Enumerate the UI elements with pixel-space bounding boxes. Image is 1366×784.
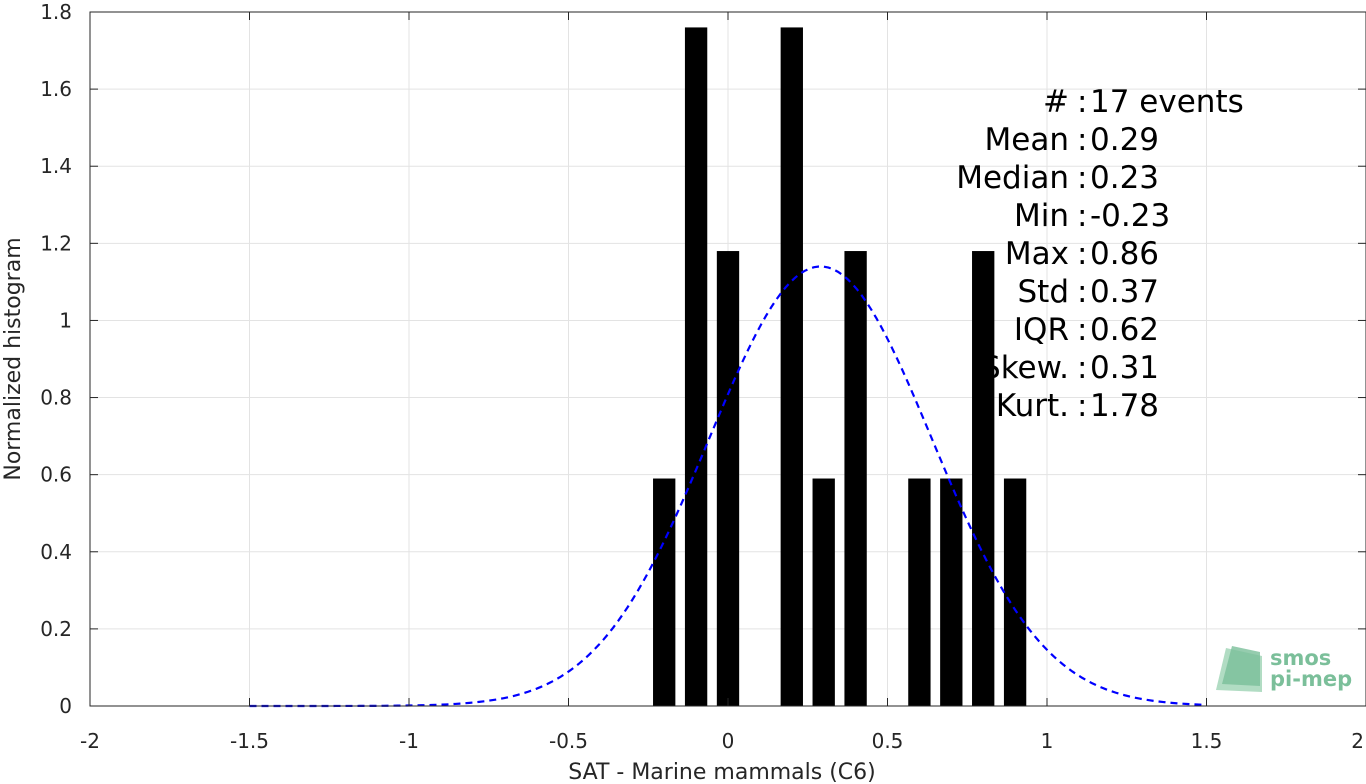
stat-separator: : (1077, 122, 1087, 158)
x-tick-label: -1 (399, 729, 419, 753)
histogram-bar (684, 27, 708, 706)
histogram-bar (780, 27, 803, 706)
y-tick-label: 1.6 (40, 77, 72, 101)
histogram-bar (908, 478, 931, 706)
stat-separator: : (1077, 274, 1087, 310)
smos-pimep-logo: smos pi-mep (1216, 646, 1352, 692)
histogram-bar (812, 478, 835, 706)
stat-separator: : (1077, 198, 1087, 234)
stat-value: 0.86 (1090, 236, 1159, 272)
stat-value: 0.62 (1090, 312, 1159, 348)
stat-label: IQR (1014, 312, 1069, 348)
y-tick-label: 1 (59, 308, 72, 332)
stat-value: 0.31 (1090, 350, 1159, 386)
x-tick-label: 0 (722, 729, 735, 753)
y-tick-label: 0.4 (40, 540, 72, 564)
y-tick-label: 1.4 (40, 154, 72, 178)
stat-label: # (1043, 84, 1069, 120)
x-tick-label: -0.5 (549, 729, 588, 753)
y-tick-label: 1.8 (40, 0, 72, 24)
x-tick-label: 0.5 (872, 729, 904, 753)
histogram-bar (940, 478, 963, 706)
stat-value: 1.78 (1090, 388, 1159, 424)
stat-label: Std (1017, 274, 1069, 310)
stat-value: 0.23 (1090, 160, 1159, 196)
stat-separator: : (1077, 388, 1087, 424)
x-tick-label: -1.5 (230, 729, 269, 753)
logo-line2: pi-mep (1270, 667, 1352, 691)
y-tick-label: 0.6 (40, 463, 72, 487)
stat-value: 0.29 (1090, 122, 1159, 158)
logo-mark-layer-icon (1222, 646, 1260, 686)
histogram-bars (653, 27, 1027, 707)
stat-value: 0.37 (1090, 274, 1159, 310)
y-tick-label: 0.8 (40, 386, 72, 410)
y-axis-label: Normalized histogram (1, 237, 26, 480)
x-tick-label: -2 (80, 729, 100, 753)
stat-label: Min (1014, 198, 1069, 234)
stat-label: Mean (985, 122, 1069, 158)
y-tick-label: 0 (59, 694, 72, 718)
x-tick-labels: -2 -1.5 -1 -0.5 0 0.5 1 1.5 2 (80, 729, 1364, 753)
histogram-bar (1003, 478, 1027, 706)
y-tick-label: 0.2 (40, 617, 72, 641)
y-tick-labels: 0 0.2 0.4 0.6 0.8 1 1.2 1.4 1.6 1.8 (40, 0, 72, 718)
histogram-bar (653, 478, 676, 706)
stat-value: 17 events (1090, 84, 1244, 120)
x-tick-label: 1 (1041, 729, 1054, 753)
axes (89, 11, 1366, 707)
stat-separator: : (1077, 160, 1087, 196)
stat-separator: : (1077, 236, 1087, 272)
stat-label: Skew. (981, 350, 1069, 386)
stat-value: -0.23 (1090, 198, 1170, 234)
x-tick-label: 1.5 (1191, 729, 1223, 753)
stat-separator: : (1077, 84, 1087, 120)
histogram-bar (972, 251, 995, 707)
histogram-bar (716, 251, 740, 707)
x-tick-label: 2 (1351, 729, 1364, 753)
stat-label: Kurt. (996, 388, 1069, 424)
stat-separator: : (1077, 350, 1087, 386)
stat-label: Max (1005, 236, 1069, 272)
x-axis-label: SAT - Marine mammals (C6) (568, 760, 876, 784)
histogram-bar (844, 251, 867, 707)
y-tick-label: 1.2 (40, 231, 72, 255)
stat-separator: : (1077, 312, 1087, 348)
stat-label: Median (956, 160, 1069, 196)
logo-line1: smos (1270, 646, 1331, 670)
